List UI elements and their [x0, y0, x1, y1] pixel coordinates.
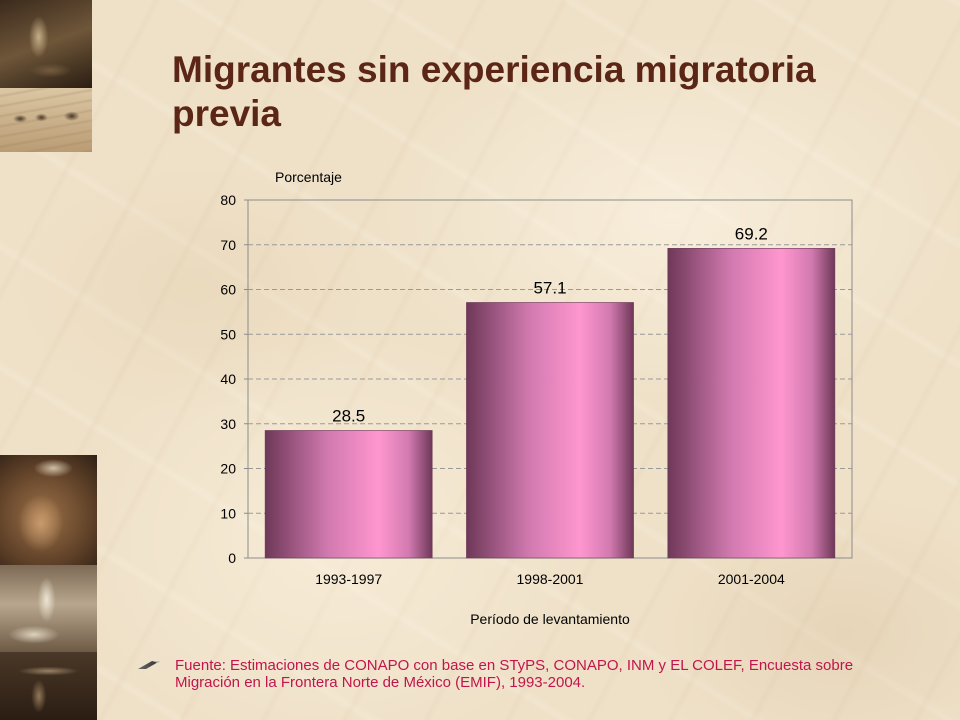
y-tick-label: 70	[220, 237, 236, 253]
y-tick-label: 20	[220, 461, 236, 477]
y-tick-label: 30	[220, 416, 236, 432]
x-axis-label: Período de levantamiento	[470, 611, 630, 627]
bar	[667, 248, 836, 559]
y-tick-label: 10	[220, 505, 236, 521]
bar-value-label: 57.1	[533, 278, 566, 297]
y-axis-label: Porcentaje	[275, 169, 342, 185]
y-tick-label: 40	[220, 371, 236, 387]
photo-child-portrait	[0, 455, 97, 565]
bar	[466, 302, 634, 559]
y-tick-label: 60	[220, 282, 236, 298]
x-tick-label: 1993-1997	[315, 571, 382, 587]
photo-figure	[0, 652, 97, 720]
source-text: Fuente: Estimaciones de CONAPO con base …	[175, 657, 853, 691]
y-tick-label: 50	[220, 326, 236, 342]
source-line: Migración en la Frontera Norte de México…	[175, 674, 586, 691]
photo-desert-figures	[0, 88, 92, 152]
y-tick-label: 0	[228, 550, 236, 566]
x-tick-label: 1998-2001	[517, 571, 584, 587]
slide-title: Migrantes sin experiencia migratoria pre…	[172, 49, 816, 134]
x-tick-label: 2001-2004	[718, 571, 785, 587]
y-tick-label: 80	[220, 192, 236, 208]
bar-value-label: 69.2	[735, 224, 768, 243]
bar-chart: 0 10 20 30 40 50 60 70 80 28.5 1993-1997 57.1 1998-2…	[220, 169, 853, 627]
bar-value-label: 28.5	[332, 406, 365, 425]
photo-woman-boat	[0, 0, 92, 88]
photo-bird-angel	[0, 565, 97, 652]
bar	[264, 430, 433, 559]
arrow-bullet-icon	[138, 661, 160, 669]
source-line: Fuente: Estimaciones de CONAPO con base …	[175, 657, 854, 674]
